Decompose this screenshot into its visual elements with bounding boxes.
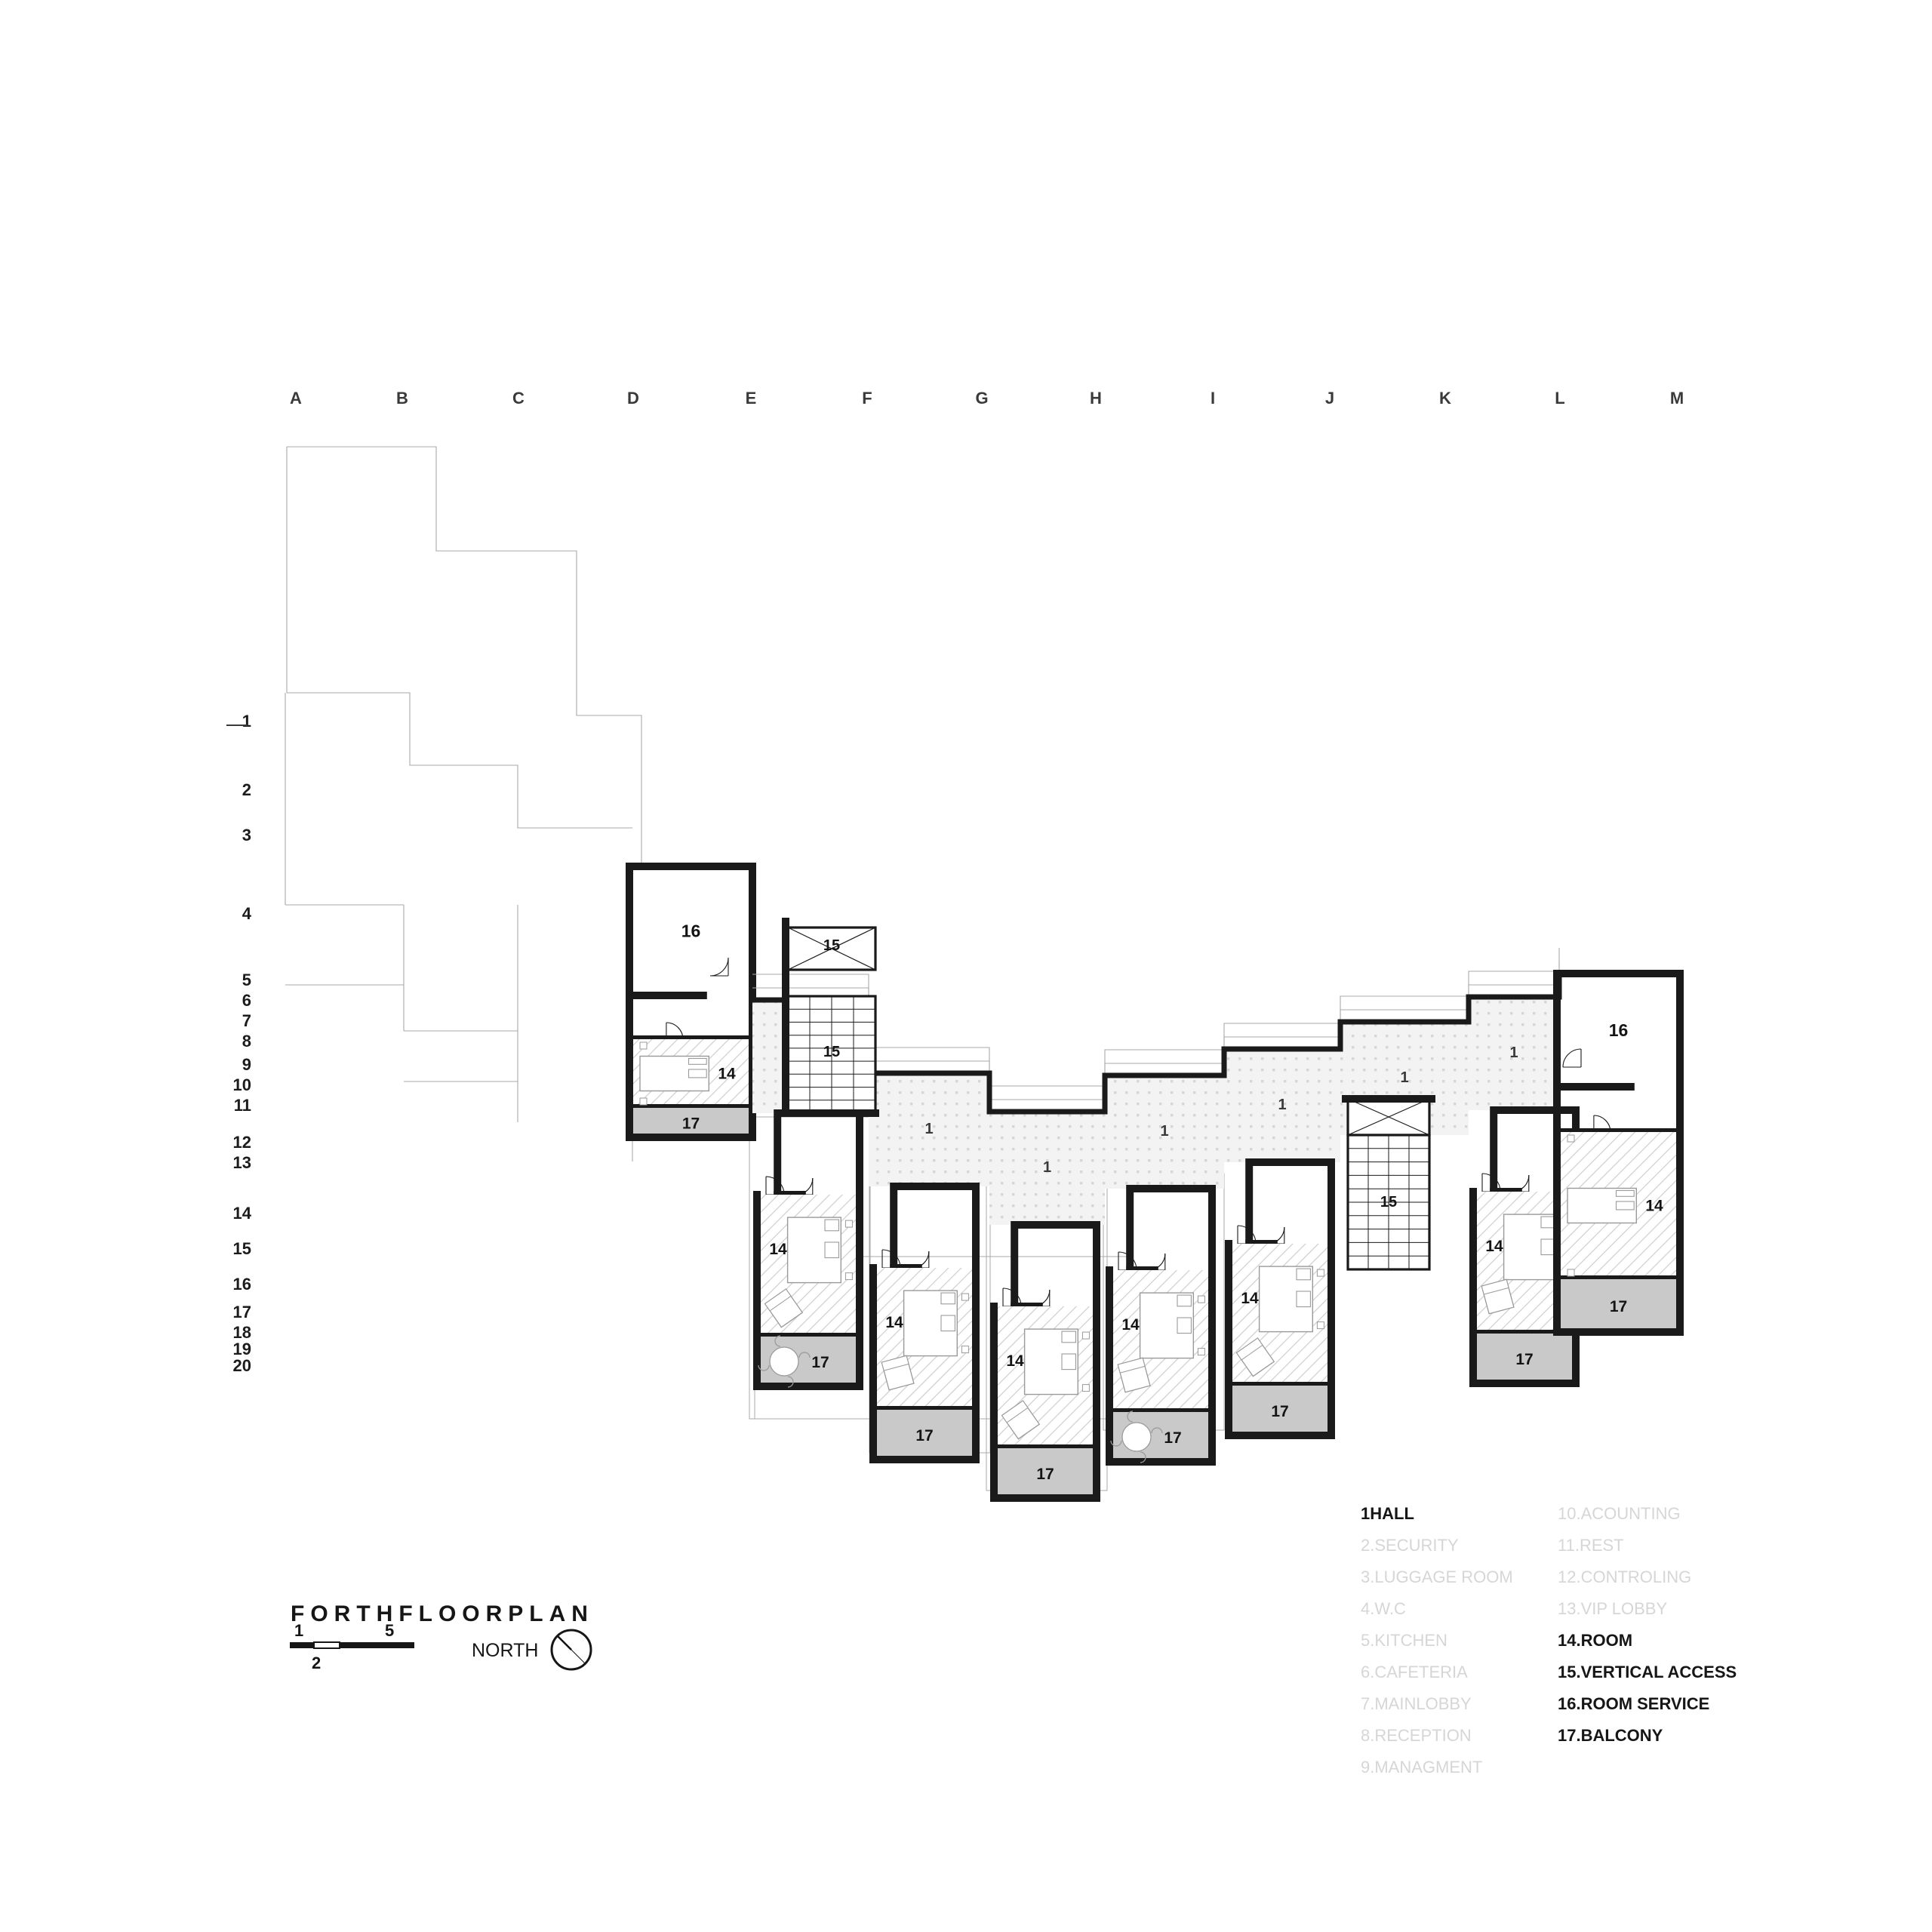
svg-text:L: L <box>1555 389 1564 408</box>
svg-text:14: 14 <box>233 1204 252 1223</box>
svg-text:10: 10 <box>233 1075 251 1094</box>
svg-text:1: 1 <box>1400 1069 1408 1086</box>
svg-text:F: F <box>862 389 872 408</box>
svg-text:1: 1 <box>1278 1097 1286 1113</box>
svg-text:2: 2 <box>242 780 251 799</box>
svg-text:10.ACOUNTING: 10.ACOUNTING <box>1558 1504 1681 1523</box>
svg-text:17: 17 <box>682 1115 700 1133</box>
svg-text:1: 1 <box>1509 1044 1518 1061</box>
svg-text:16: 16 <box>1609 1020 1629 1040</box>
svg-text:14: 14 <box>1485 1238 1503 1255</box>
svg-text:14: 14 <box>718 1066 736 1083</box>
svg-text:11.REST: 11.REST <box>1558 1536 1624 1555</box>
svg-text:14: 14 <box>1645 1198 1663 1215</box>
svg-text:14: 14 <box>1241 1290 1259 1307</box>
svg-text:12: 12 <box>233 1133 251 1152</box>
svg-text:14: 14 <box>1121 1316 1140 1334</box>
svg-text:12.CONTROLING: 12.CONTROLING <box>1558 1567 1691 1586</box>
svg-text:8: 8 <box>242 1032 251 1051</box>
svg-text:16: 16 <box>681 921 701 941</box>
svg-text:8.RECEPTION: 8.RECEPTION <box>1361 1726 1472 1745</box>
svg-text:2.SECURITY: 2.SECURITY <box>1361 1536 1459 1555</box>
svg-text:G: G <box>975 389 988 408</box>
svg-text:6: 6 <box>242 991 251 1010</box>
svg-text:17.BALCONY: 17.BALCONY <box>1558 1726 1663 1745</box>
svg-text:14: 14 <box>1006 1352 1024 1370</box>
svg-text:E: E <box>746 389 757 408</box>
svg-text:16.ROOM SERVICE: 16.ROOM SERVICE <box>1558 1694 1709 1713</box>
svg-text:4.W.C: 4.W.C <box>1361 1599 1406 1618</box>
svg-text:1: 1 <box>924 1121 933 1137</box>
svg-text:4: 4 <box>242 904 252 923</box>
svg-text:B: B <box>396 389 408 408</box>
svg-text:15: 15 <box>823 1044 840 1060</box>
svg-text:20: 20 <box>233 1356 251 1375</box>
svg-text:J: J <box>1325 389 1334 408</box>
svg-text:16: 16 <box>233 1275 251 1294</box>
svg-text:I: I <box>1211 389 1215 408</box>
svg-text:K: K <box>1439 389 1451 408</box>
svg-text:6.CAFETERIA: 6.CAFETERIA <box>1361 1663 1468 1681</box>
svg-text:1: 1 <box>242 712 251 731</box>
svg-text:7.MAINLOBBY: 7.MAINLOBBY <box>1361 1694 1472 1713</box>
svg-text:14.ROOM: 14.ROOM <box>1558 1631 1632 1650</box>
svg-text:5: 5 <box>242 971 251 989</box>
svg-text:A: A <box>290 389 302 408</box>
svg-text:17: 17 <box>1515 1351 1533 1368</box>
svg-text:9.MANAGMENT: 9.MANAGMENT <box>1361 1758 1482 1777</box>
svg-text:9: 9 <box>242 1055 251 1074</box>
svg-text:M: M <box>1670 389 1684 408</box>
svg-text:17: 17 <box>1164 1429 1181 1447</box>
svg-text:5: 5 <box>385 1621 394 1640</box>
svg-text:17: 17 <box>811 1354 829 1371</box>
svg-text:11: 11 <box>234 1096 251 1115</box>
svg-text:13: 13 <box>233 1153 251 1172</box>
svg-text:D: D <box>627 389 639 408</box>
svg-text:H: H <box>1090 389 1102 408</box>
svg-text:1HALL: 1HALL <box>1361 1504 1414 1523</box>
svg-text:1: 1 <box>1043 1159 1051 1176</box>
svg-text:14: 14 <box>769 1241 787 1258</box>
svg-text:17: 17 <box>915 1427 933 1444</box>
svg-text:3.LUGGAGE ROOM: 3.LUGGAGE ROOM <box>1361 1567 1513 1586</box>
svg-text:C: C <box>512 389 525 408</box>
svg-text:15.VERTICAL ACCESS: 15.VERTICAL ACCESS <box>1558 1663 1737 1681</box>
svg-text:13.VIP LOBBY: 13.VIP LOBBY <box>1558 1599 1667 1618</box>
svg-text:FORTHFLOORPLAN: FORTHFLOORPLAN <box>291 1601 594 1626</box>
svg-text:7: 7 <box>242 1011 251 1030</box>
svg-text:14: 14 <box>885 1314 903 1331</box>
svg-text:17: 17 <box>1036 1466 1054 1483</box>
svg-text:5.KITCHEN: 5.KITCHEN <box>1361 1631 1447 1650</box>
svg-text:17: 17 <box>233 1303 251 1321</box>
svg-text:17: 17 <box>1610 1298 1627 1315</box>
svg-text:15: 15 <box>823 937 840 954</box>
svg-text:2: 2 <box>312 1654 321 1672</box>
svg-text:1: 1 <box>1160 1123 1168 1140</box>
svg-text:1: 1 <box>294 1621 303 1640</box>
svg-text:17: 17 <box>1271 1403 1288 1420</box>
svg-text:15: 15 <box>1380 1194 1397 1211</box>
svg-text:15: 15 <box>233 1239 251 1258</box>
svg-text:3: 3 <box>242 826 251 844</box>
svg-text:NORTH: NORTH <box>472 1640 538 1661</box>
